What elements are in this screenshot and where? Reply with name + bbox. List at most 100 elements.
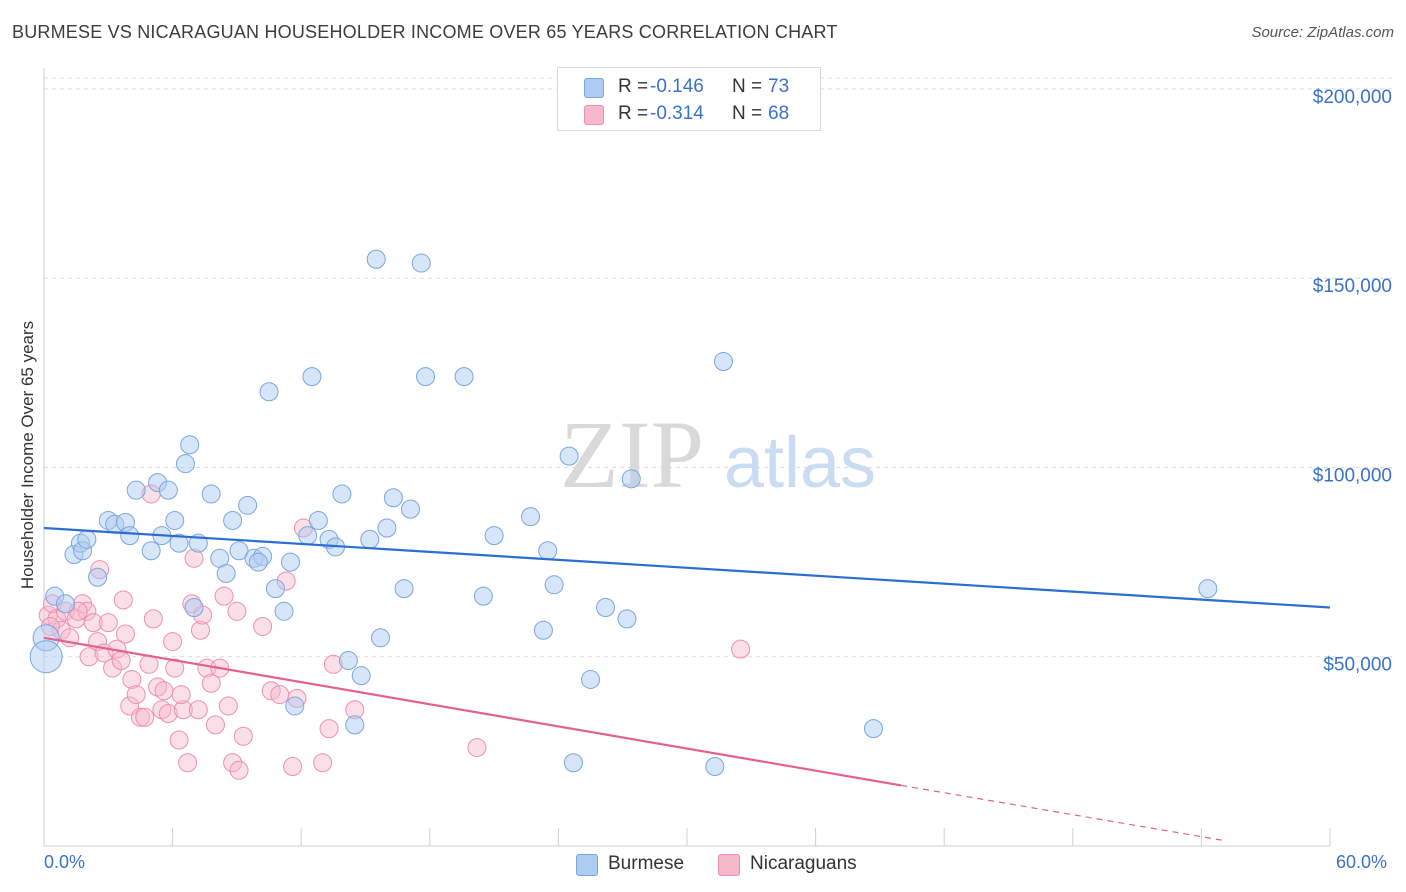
burmese-point xyxy=(454,367,474,387)
nicaraguans-point xyxy=(178,753,198,773)
burmese-point xyxy=(705,757,725,777)
source-note: Source: ZipAtlas.com xyxy=(1251,24,1394,41)
x-tick-label-min: 0.0% xyxy=(44,852,86,872)
burmese-point xyxy=(345,715,365,735)
burmese-point xyxy=(88,567,108,587)
y-tick-label: $100,000 xyxy=(1313,465,1392,486)
n-label: N = xyxy=(732,76,763,97)
burmese-point xyxy=(169,533,189,553)
nicaraguans-point xyxy=(313,753,333,773)
burmese-point xyxy=(175,454,195,474)
burmese-point xyxy=(411,253,431,273)
burmese-point xyxy=(394,579,414,599)
burmese-point xyxy=(713,351,733,371)
burmese-point xyxy=(473,586,493,606)
nicaraguans-point xyxy=(171,685,191,705)
nicaraguans-swatch xyxy=(584,105,604,125)
nicaraguans-point xyxy=(270,685,290,705)
legend-label: Burmese xyxy=(608,853,685,874)
nicaraguans-point xyxy=(223,753,243,773)
n-label: N = xyxy=(732,103,763,124)
burmese-point xyxy=(544,575,564,595)
burmese-point xyxy=(265,579,285,599)
burmese-point xyxy=(216,563,236,583)
nicaraguans-point xyxy=(205,715,225,735)
burmese-point xyxy=(308,510,328,530)
y-tick-label: $200,000 xyxy=(1313,87,1392,108)
nicaraguans-point xyxy=(111,651,131,671)
burmese-point xyxy=(617,609,637,629)
nicaraguans-point xyxy=(165,658,185,678)
nicaraguans-point xyxy=(173,700,193,720)
burmese-point xyxy=(351,666,371,686)
nicaraguans-point xyxy=(731,639,751,659)
r-value: -0.146 xyxy=(650,76,704,97)
nicaraguans-legend-swatch xyxy=(718,854,740,876)
burmese-point xyxy=(238,495,258,515)
burmese-point xyxy=(581,669,601,689)
nicaraguans-point xyxy=(319,719,339,739)
watermark: ZIP atlas xyxy=(560,401,876,508)
burmese-point xyxy=(120,526,140,546)
nicaraguans-point xyxy=(154,681,174,701)
y-tick-label: $50,000 xyxy=(1323,655,1392,676)
burmese-legend-swatch xyxy=(576,854,598,876)
nicaraguans-point xyxy=(283,757,303,777)
burmese-point xyxy=(77,529,97,549)
burmese-point xyxy=(141,541,161,561)
nicaraguans-point xyxy=(218,696,238,716)
nicaraguans-point xyxy=(188,700,208,720)
chart-title: BURMESE VS NICARAGUAN HOUSEHOLDER INCOME… xyxy=(12,22,838,42)
burmese-point xyxy=(416,367,436,387)
n-value: 68 xyxy=(768,103,790,124)
burmese-point xyxy=(248,552,268,572)
stats-box: R = -0.146 N = 73 R = -0.314 N = 68 xyxy=(557,67,821,131)
burmese-point xyxy=(533,620,553,640)
burmese-trend-line xyxy=(43,526,1331,609)
axes xyxy=(43,68,1331,847)
burmese-point xyxy=(377,518,397,538)
burmese-points xyxy=(29,249,1218,777)
burmese-point xyxy=(371,628,391,648)
burmese-point xyxy=(1198,579,1218,599)
nicaraguans-point xyxy=(163,632,183,652)
n-value: 73 xyxy=(768,76,790,97)
nicaraguans-point xyxy=(148,677,168,697)
burmese-point xyxy=(401,499,421,519)
nicaraguans-point xyxy=(98,613,118,633)
nicaraguans-point xyxy=(467,738,487,758)
watermark-atlas: atlas xyxy=(724,423,876,503)
burmese-point xyxy=(596,598,616,618)
nicaraguans-point xyxy=(135,707,155,727)
burmese-point xyxy=(338,651,358,671)
nicaraguans-point xyxy=(130,707,150,727)
nicaraguans-point xyxy=(113,590,133,610)
nicaraguans-point xyxy=(158,704,178,724)
y-tick-label: $150,000 xyxy=(1313,276,1392,297)
burmese-point xyxy=(201,484,221,504)
burmese-point xyxy=(559,446,579,466)
burmese-point xyxy=(274,601,294,621)
r-label: R = xyxy=(618,103,649,124)
nicaraguans-point xyxy=(169,730,189,750)
burmese-swatch xyxy=(584,78,604,98)
nicaraguans-point xyxy=(126,685,146,705)
burmese-point xyxy=(223,510,243,530)
burmese-point xyxy=(180,435,200,455)
nicaraguans-point xyxy=(115,624,135,644)
burmese-point xyxy=(126,480,146,500)
nicaraguans-point xyxy=(229,760,249,780)
nicaraguans-point xyxy=(201,673,221,693)
burmese-point xyxy=(165,510,185,530)
burmese-point xyxy=(538,541,558,561)
nicaraguans-point xyxy=(79,647,99,667)
nicaraguans-trend-line xyxy=(43,636,902,787)
burmese-point xyxy=(366,249,386,269)
nicaraguans-point xyxy=(122,669,142,689)
nicaraguans-point xyxy=(227,601,247,621)
nicaraguans-point xyxy=(152,700,172,720)
burmese-point xyxy=(229,541,249,561)
burmese-point xyxy=(621,469,641,489)
burmese-point xyxy=(863,719,883,739)
